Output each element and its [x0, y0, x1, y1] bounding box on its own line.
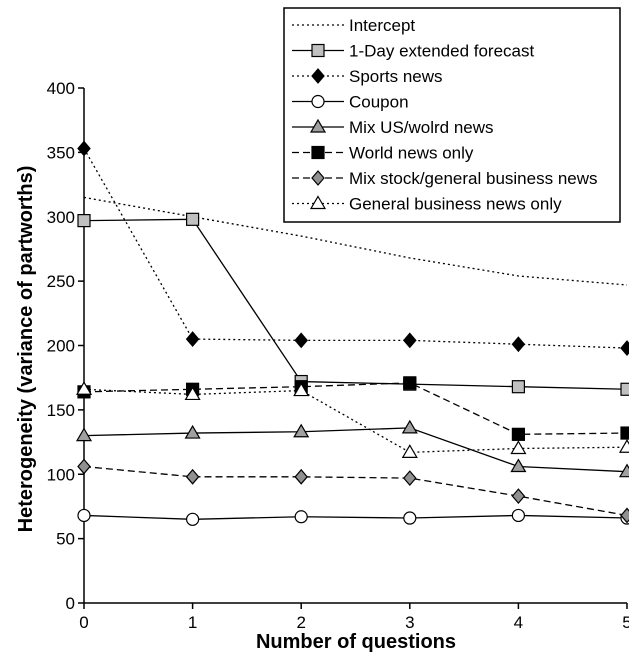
legend-marker: [311, 94, 325, 109]
legend-entry: General business news only: [292, 195, 562, 214]
legend: Intercept 1-Day extended forecast Sports n…: [283, 7, 621, 223]
data-point: [620, 382, 629, 396]
x-tick-label: 4: [514, 613, 523, 632]
data-point: [184, 424, 201, 439]
data-point: [186, 212, 200, 226]
data-point: [293, 382, 310, 397]
legend-marker: [309, 195, 327, 210]
data-point: [293, 423, 310, 438]
y-tick-label: 350: [47, 143, 75, 162]
x-axis-label: Number of questions: [256, 631, 456, 653]
legend-label: Intercept: [349, 16, 415, 35]
data-point: [77, 140, 91, 157]
series-line: [83, 427, 628, 473]
series-line: [83, 388, 628, 454]
data-point: [618, 439, 629, 453]
legend-entry: Mix US/wolrd news: [292, 118, 494, 137]
data-point: [511, 508, 526, 523]
data-point: [403, 470, 417, 487]
data-point: [294, 468, 308, 485]
data-point: [401, 419, 418, 434]
legend-entry: Sports news: [292, 67, 443, 86]
x-tick-label: 5: [622, 613, 629, 632]
series-line: [83, 465, 628, 517]
data-point: [620, 507, 629, 524]
data-point: [186, 512, 200, 526]
legend-label: Coupon: [349, 93, 409, 112]
series-1-day-extended-forecast: [77, 212, 629, 396]
x-tick-label: 2: [296, 613, 305, 632]
legend-label: World news only: [349, 144, 474, 163]
data-point: [185, 468, 200, 485]
series-line: [83, 218, 628, 390]
x-tick-label: 1: [188, 613, 197, 632]
legend-marker: [311, 145, 325, 160]
data-point: [620, 426, 629, 440]
data-point: [620, 340, 629, 356]
legend-entry: World news only: [292, 144, 474, 163]
data-point: [403, 332, 417, 349]
y-tick-label: 50: [56, 530, 75, 549]
data-point: [511, 336, 526, 353]
y-tick-label: 200: [47, 337, 75, 356]
y-axis-label: Heterogeneity (variance of partworths): [15, 166, 37, 533]
data-point: [184, 386, 201, 401]
legend-label: General business news only: [349, 195, 562, 214]
legend-label: Mix stock/general business news: [349, 169, 598, 188]
y-tick-label: 0: [66, 594, 75, 613]
y-tick-label: 100: [47, 465, 75, 484]
legend-entry: Mix stock/general business news: [292, 169, 598, 188]
y-tick-label: 400: [47, 79, 75, 98]
data-point: [401, 444, 418, 458]
x-tick-label: 0: [79, 613, 88, 632]
series-sports-news: [77, 140, 629, 356]
data-point: [77, 214, 91, 228]
series-world-news-only: [77, 376, 629, 441]
data-point: [511, 427, 526, 441]
data-point: [511, 488, 526, 505]
data-point: [511, 380, 526, 394]
series-intercept: [83, 196, 628, 286]
data-point: [294, 332, 308, 349]
legend-entry: Coupon: [292, 93, 409, 112]
axes: 0 50 100 150 200 250 300 350 400 0 1 2 3 4 5: [47, 79, 629, 632]
series-mix-us-wolrd-news: [75, 419, 629, 478]
y-tick-label: 300: [47, 208, 75, 227]
series-line: [83, 514, 628, 520]
x-tick-label: 3: [405, 613, 414, 632]
legend-label: Mix US/wolrd news: [349, 118, 494, 137]
legend-marker: [311, 68, 325, 84]
data-point: [510, 440, 527, 455]
y-tick-label: 150: [47, 401, 75, 420]
legend-marker: [311, 43, 325, 58]
series-general-business-news-only: [75, 381, 629, 458]
data-point: [294, 510, 308, 524]
data-point: [75, 427, 93, 442]
legend-label: Sports news: [349, 67, 443, 86]
legend-marker: [309, 118, 327, 133]
data-point: [185, 331, 200, 347]
series-line: [83, 196, 628, 286]
series-lines: [75, 140, 629, 526]
legend-box: [283, 7, 621, 223]
data-point: [403, 511, 417, 525]
series-line: [83, 382, 628, 435]
data-point: [77, 458, 91, 475]
legend-entry: Intercept: [292, 16, 415, 35]
legend-label: 1-Day extended forecast: [349, 42, 534, 61]
series-mix-stock-general-business-news: [77, 458, 629, 524]
data-point: [618, 463, 629, 478]
data-point: [75, 381, 93, 395]
data-point: [77, 508, 91, 523]
legend-entry: 1-Day extended forecast: [292, 42, 534, 61]
data-point: [403, 376, 417, 390]
y-tick-label: 250: [47, 272, 75, 291]
data-point: [510, 458, 527, 473]
legend-marker: [311, 170, 325, 186]
series-coupon: [77, 508, 629, 526]
